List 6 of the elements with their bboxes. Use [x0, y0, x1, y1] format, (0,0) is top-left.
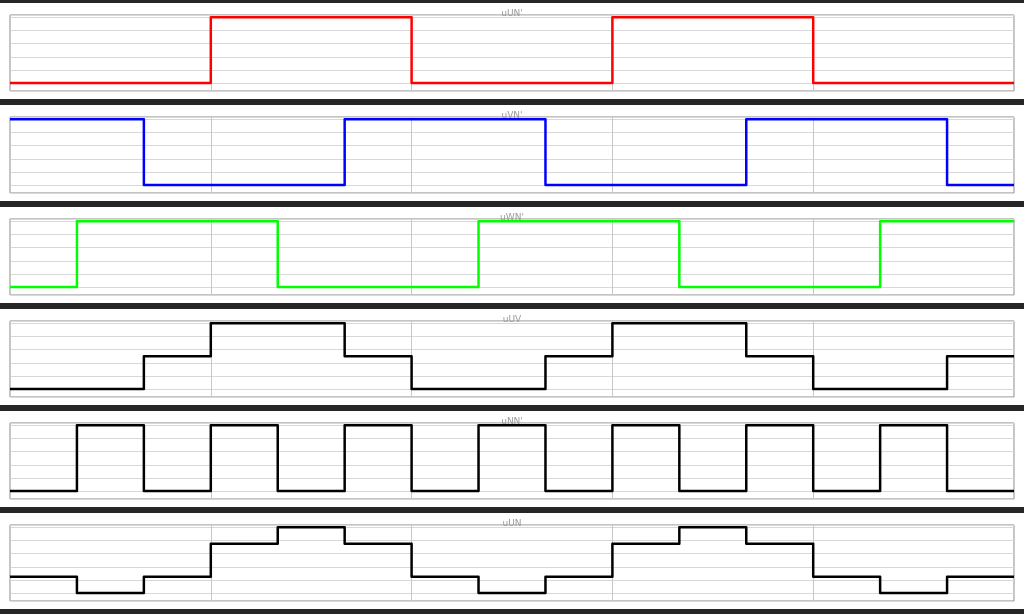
- chart-title: uUV: [502, 313, 523, 324]
- chart-title: uNN': [501, 415, 523, 426]
- chart-title: uWN': [500, 211, 524, 222]
- chart-title: uUN: [502, 517, 522, 528]
- chart-title: uVN': [501, 109, 523, 120]
- chart-title: uUN': [501, 7, 523, 18]
